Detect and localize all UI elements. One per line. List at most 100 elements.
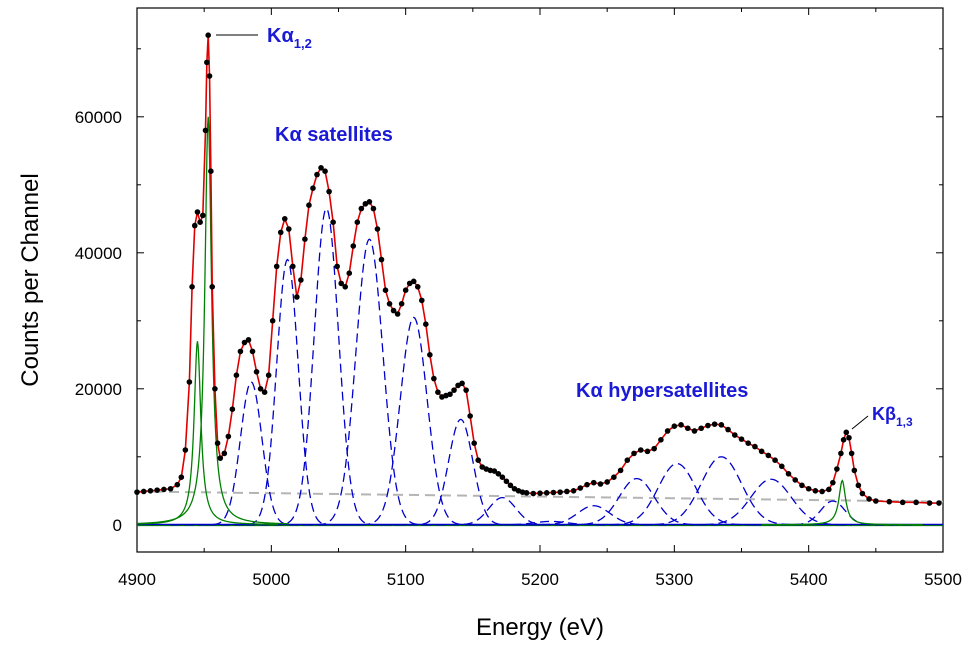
data-point — [805, 485, 812, 492]
leader-kb13 — [851, 415, 869, 430]
data-point — [705, 422, 711, 429]
annotations: Kα1,2 Kα satellites Kα hypersatellites K… — [216, 25, 913, 430]
data-point — [182, 447, 189, 453]
data-point — [451, 387, 457, 393]
y-tick-label: 40000 — [75, 244, 122, 263]
data-point — [326, 188, 332, 195]
data-point — [265, 372, 272, 379]
x-tick-label: 5000 — [252, 570, 290, 589]
data-point — [495, 471, 502, 477]
y-tick-labels: 0 20000 40000 60000 — [75, 108, 122, 535]
data-point — [214, 440, 221, 447]
data-point — [435, 389, 441, 396]
data-point — [147, 488, 154, 494]
data-point — [318, 165, 324, 171]
annotation-ka12-base: Kα — [267, 25, 294, 47]
data-point — [617, 467, 624, 474]
data-point — [269, 318, 276, 324]
data-point — [859, 490, 866, 497]
data-point — [249, 348, 256, 355]
satellite-component-curve — [421, 496, 583, 526]
data-point — [208, 168, 214, 174]
data-point — [624, 457, 631, 464]
plot-area — [136, 7, 944, 553]
data-point — [161, 486, 167, 493]
data-point — [523, 490, 530, 496]
data-point — [350, 243, 357, 249]
data-point — [342, 284, 349, 290]
data-point — [830, 479, 836, 486]
data-point — [286, 226, 292, 232]
data-point — [217, 455, 224, 461]
y-tick-label: 60000 — [75, 108, 122, 127]
data-point — [590, 479, 597, 486]
diagram-component-curve — [761, 479, 923, 526]
x-tick-label: 4900 — [118, 570, 156, 589]
data-point — [698, 425, 704, 432]
data-point — [812, 488, 819, 494]
data-point — [322, 168, 328, 174]
data-point — [382, 287, 389, 294]
data-point — [189, 284, 195, 290]
data-point — [475, 457, 482, 464]
data-point — [507, 482, 514, 489]
x-tick-label: 5300 — [655, 570, 693, 589]
data-point — [684, 425, 691, 432]
data-point — [306, 202, 312, 208]
data-point — [334, 263, 340, 270]
data-point — [245, 337, 252, 343]
data-point — [366, 199, 373, 205]
data-point — [354, 219, 361, 225]
data-point — [205, 32, 211, 38]
y-axis-title: Counts per Channel — [17, 173, 44, 386]
data-point — [537, 490, 543, 496]
data-point — [611, 474, 617, 481]
data-point — [134, 489, 140, 495]
data-point — [459, 380, 465, 387]
data-point — [651, 445, 657, 452]
data-point — [154, 487, 160, 493]
x-tick-labels: 4900 5000 5100 5200 5300 5400 5500 — [118, 570, 962, 589]
fit-curve — [136, 34, 939, 504]
data-point — [644, 448, 651, 455]
data-point — [637, 447, 644, 453]
x-tick-label: 5100 — [387, 570, 425, 589]
data-point — [671, 423, 678, 430]
data-point — [725, 426, 731, 433]
satellite-component-curve — [288, 238, 450, 526]
data-point — [447, 391, 453, 398]
fit-series — [136, 34, 939, 504]
data-point — [843, 429, 850, 436]
satellite-component-curve — [513, 505, 675, 526]
data-point — [846, 434, 852, 441]
data-point — [467, 413, 473, 419]
data-point — [570, 488, 577, 494]
data-point — [799, 482, 805, 489]
data-point — [346, 270, 353, 277]
x-axis-title: Energy (eV) — [476, 614, 604, 641]
annotation-kb13-base: Kβ — [872, 404, 896, 424]
data-point — [772, 457, 778, 464]
data-point — [731, 432, 738, 438]
data-point — [785, 471, 792, 477]
data-point — [427, 352, 433, 358]
data-point — [402, 287, 409, 294]
data-point — [261, 389, 268, 396]
data-point — [848, 450, 855, 457]
data-point — [899, 499, 906, 506]
data-point — [398, 301, 405, 307]
data-point — [378, 256, 385, 263]
data-point — [471, 440, 477, 447]
data-point — [604, 479, 610, 485]
data-point — [543, 490, 550, 496]
data-point — [174, 481, 181, 488]
data-point — [658, 437, 664, 443]
annotation-hypersatellites: Kα hypersatellites — [576, 380, 748, 402]
data-point — [167, 485, 174, 492]
data-point — [873, 498, 879, 504]
data-point — [281, 216, 288, 222]
data-point — [330, 219, 336, 225]
data-point — [253, 369, 260, 375]
data-point — [913, 499, 919, 506]
